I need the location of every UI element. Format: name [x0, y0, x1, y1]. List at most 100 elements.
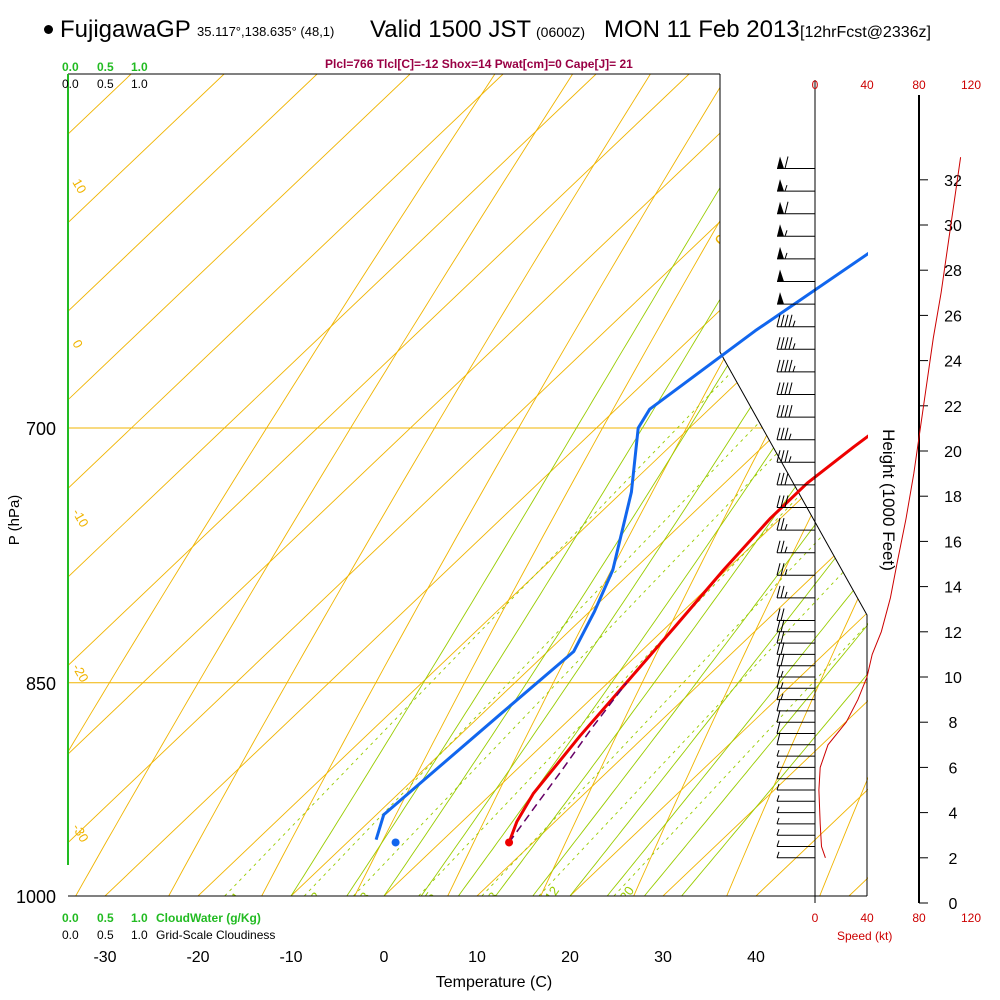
cloudwater-scale-bottom: 0.5 — [97, 911, 114, 925]
wind-barb — [776, 783, 815, 791]
wind-barbs — [776, 156, 815, 859]
speed-tick-top: 120 — [961, 78, 981, 92]
temperature-tick-label: -20 — [186, 949, 209, 966]
wind-barb — [776, 517, 815, 531]
dry-adiabat-line — [75, 74, 574, 896]
cloudwater-scale-top: 0.5 — [97, 60, 114, 74]
wind-barb — [777, 246, 815, 260]
height-tick-label: 10 — [944, 670, 962, 687]
mixing-ratio-line — [481, 486, 868, 896]
height-tick-label: 28 — [944, 263, 962, 280]
wind-barb — [776, 427, 815, 441]
stability-indices: Plcl=766 Tlcl[C]=-12 Shox=14 Pwat[cm]=0 … — [325, 57, 633, 71]
wind-barb — [776, 676, 815, 689]
isotherm-line — [569, 611, 868, 896]
wind-barb — [776, 337, 815, 350]
isotherm-line — [197, 257, 868, 896]
isotherm-line — [68, 74, 225, 224]
wind-barb — [776, 664, 815, 678]
chart-boundary — [719, 74, 868, 896]
dry-adiabat-line — [168, 74, 651, 896]
temperature-tick-label: 40 — [747, 949, 765, 966]
upper-right-mask — [720, 74, 1000, 615]
dry-adiabat-line — [726, 575, 868, 896]
dewpoint-curve — [374, 251, 868, 841]
forecast-run: [12hrFcst@2336z] — [800, 24, 931, 41]
height-tick-label: 20 — [944, 444, 962, 461]
wind-barb — [777, 201, 815, 215]
height-tick-label: 2 — [949, 851, 958, 868]
height-tick-label: 16 — [944, 534, 962, 551]
speed-tick-top: 40 — [860, 78, 874, 92]
temperature-tick-label: 30 — [654, 949, 672, 966]
wind-barb — [776, 806, 815, 814]
isotherm-label: 10 — [69, 176, 89, 196]
cloudiness-scale-bottom: 1.0 — [131, 928, 148, 942]
mixing-ratio-line — [353, 357, 868, 896]
wind-barb — [776, 772, 815, 780]
height-tick-label: 30 — [944, 218, 962, 235]
pressure-tick-label: 1000 — [16, 887, 56, 907]
height-tick-label: 22 — [944, 399, 962, 416]
wind-barb — [776, 698, 815, 712]
cloudiness-scale-top: 0.5 — [97, 77, 114, 91]
height-tick-label: 12 — [944, 625, 962, 642]
height-tick-label: 4 — [949, 806, 958, 823]
isotherm-line — [68, 74, 504, 490]
cloudiness-label: Grid-Scale Cloudiness — [156, 928, 275, 942]
speed-tick-bottom: 40 — [860, 911, 874, 925]
moist-adiabat-line — [495, 382, 868, 896]
mixing-ratio-label: 8 — [485, 889, 501, 904]
axes: 2503004005007008501000P (hPa)-30-20-1001… — [6, 73, 867, 991]
isotherm-line — [68, 74, 783, 755]
wind-barb — [776, 749, 815, 757]
moist-adiabat-line — [458, 304, 868, 896]
temperature-tick-label: 20 — [561, 949, 579, 966]
temperature-surface-marker — [505, 838, 514, 847]
mixing-ratio-line — [224, 230, 868, 896]
moist-adiabat-line — [606, 571, 868, 896]
valid-time: Valid 1500 JST — [370, 16, 531, 43]
station-location: 35.117°,138.635° (48,1) — [197, 24, 335, 39]
wind-barb — [776, 721, 815, 734]
temperature-tick-label: 0 — [380, 949, 389, 966]
dry-adiabat-line — [354, 74, 807, 896]
wind-barb — [776, 817, 815, 825]
mixing-ratio-line — [538, 545, 868, 896]
wind-barb — [777, 156, 815, 169]
y-axis-label: P (hPa) — [6, 495, 23, 546]
height-tick-label: 26 — [944, 308, 962, 325]
cloudiness-scale-top: 1.0 — [131, 77, 148, 91]
isotherm-line — [68, 74, 690, 667]
dewpoint-surface-marker — [391, 838, 400, 847]
dry-adiabat-line — [68, 74, 496, 753]
height-tick-label: 14 — [944, 580, 962, 597]
wind-barb — [776, 732, 815, 746]
isotherm-line — [0, 74, 38, 896]
wind-barb — [777, 179, 815, 192]
wind-barb — [777, 269, 815, 282]
mixing-ratio-line — [303, 308, 868, 896]
cloudiness-scale-bottom: 0.0 — [62, 928, 79, 942]
wind-speed-profile — [818, 157, 962, 858]
wind-barb — [776, 585, 815, 599]
moist-adiabat-line — [290, 74, 790, 896]
cloud-scale: 0.0 0.0 0.0 0.0 0.5 0.5 0.5 0.5 1.0 1.0 1.0 1.0 Clou… — [62, 60, 275, 942]
temperature-curve — [507, 434, 868, 843]
wind-barb — [776, 851, 815, 859]
temperature-tick-label: -30 — [93, 949, 116, 966]
cloudwater-label: CloudWater (g/Kg) — [156, 911, 261, 925]
mixing-ratio-label: 2 — [307, 889, 323, 904]
wind-barb — [776, 687, 815, 701]
mixing-ratio-label: 5 — [422, 889, 438, 904]
x-axis-label: Temperature (C) — [436, 974, 552, 991]
cloudiness-scale-top: 0.0 — [62, 77, 79, 91]
chart-header: FujigawaGP 35.117°,138.635° (48,1) Valid… — [0, 0, 1000, 71]
mixing-ratio-label: 1 — [228, 889, 244, 904]
wind-barb — [776, 795, 815, 802]
height-tick-label: 18 — [944, 489, 962, 506]
wind-barb — [776, 761, 815, 768]
wind-barb — [777, 224, 815, 237]
cloudwater-scale-bottom: 1.0 — [131, 911, 148, 925]
